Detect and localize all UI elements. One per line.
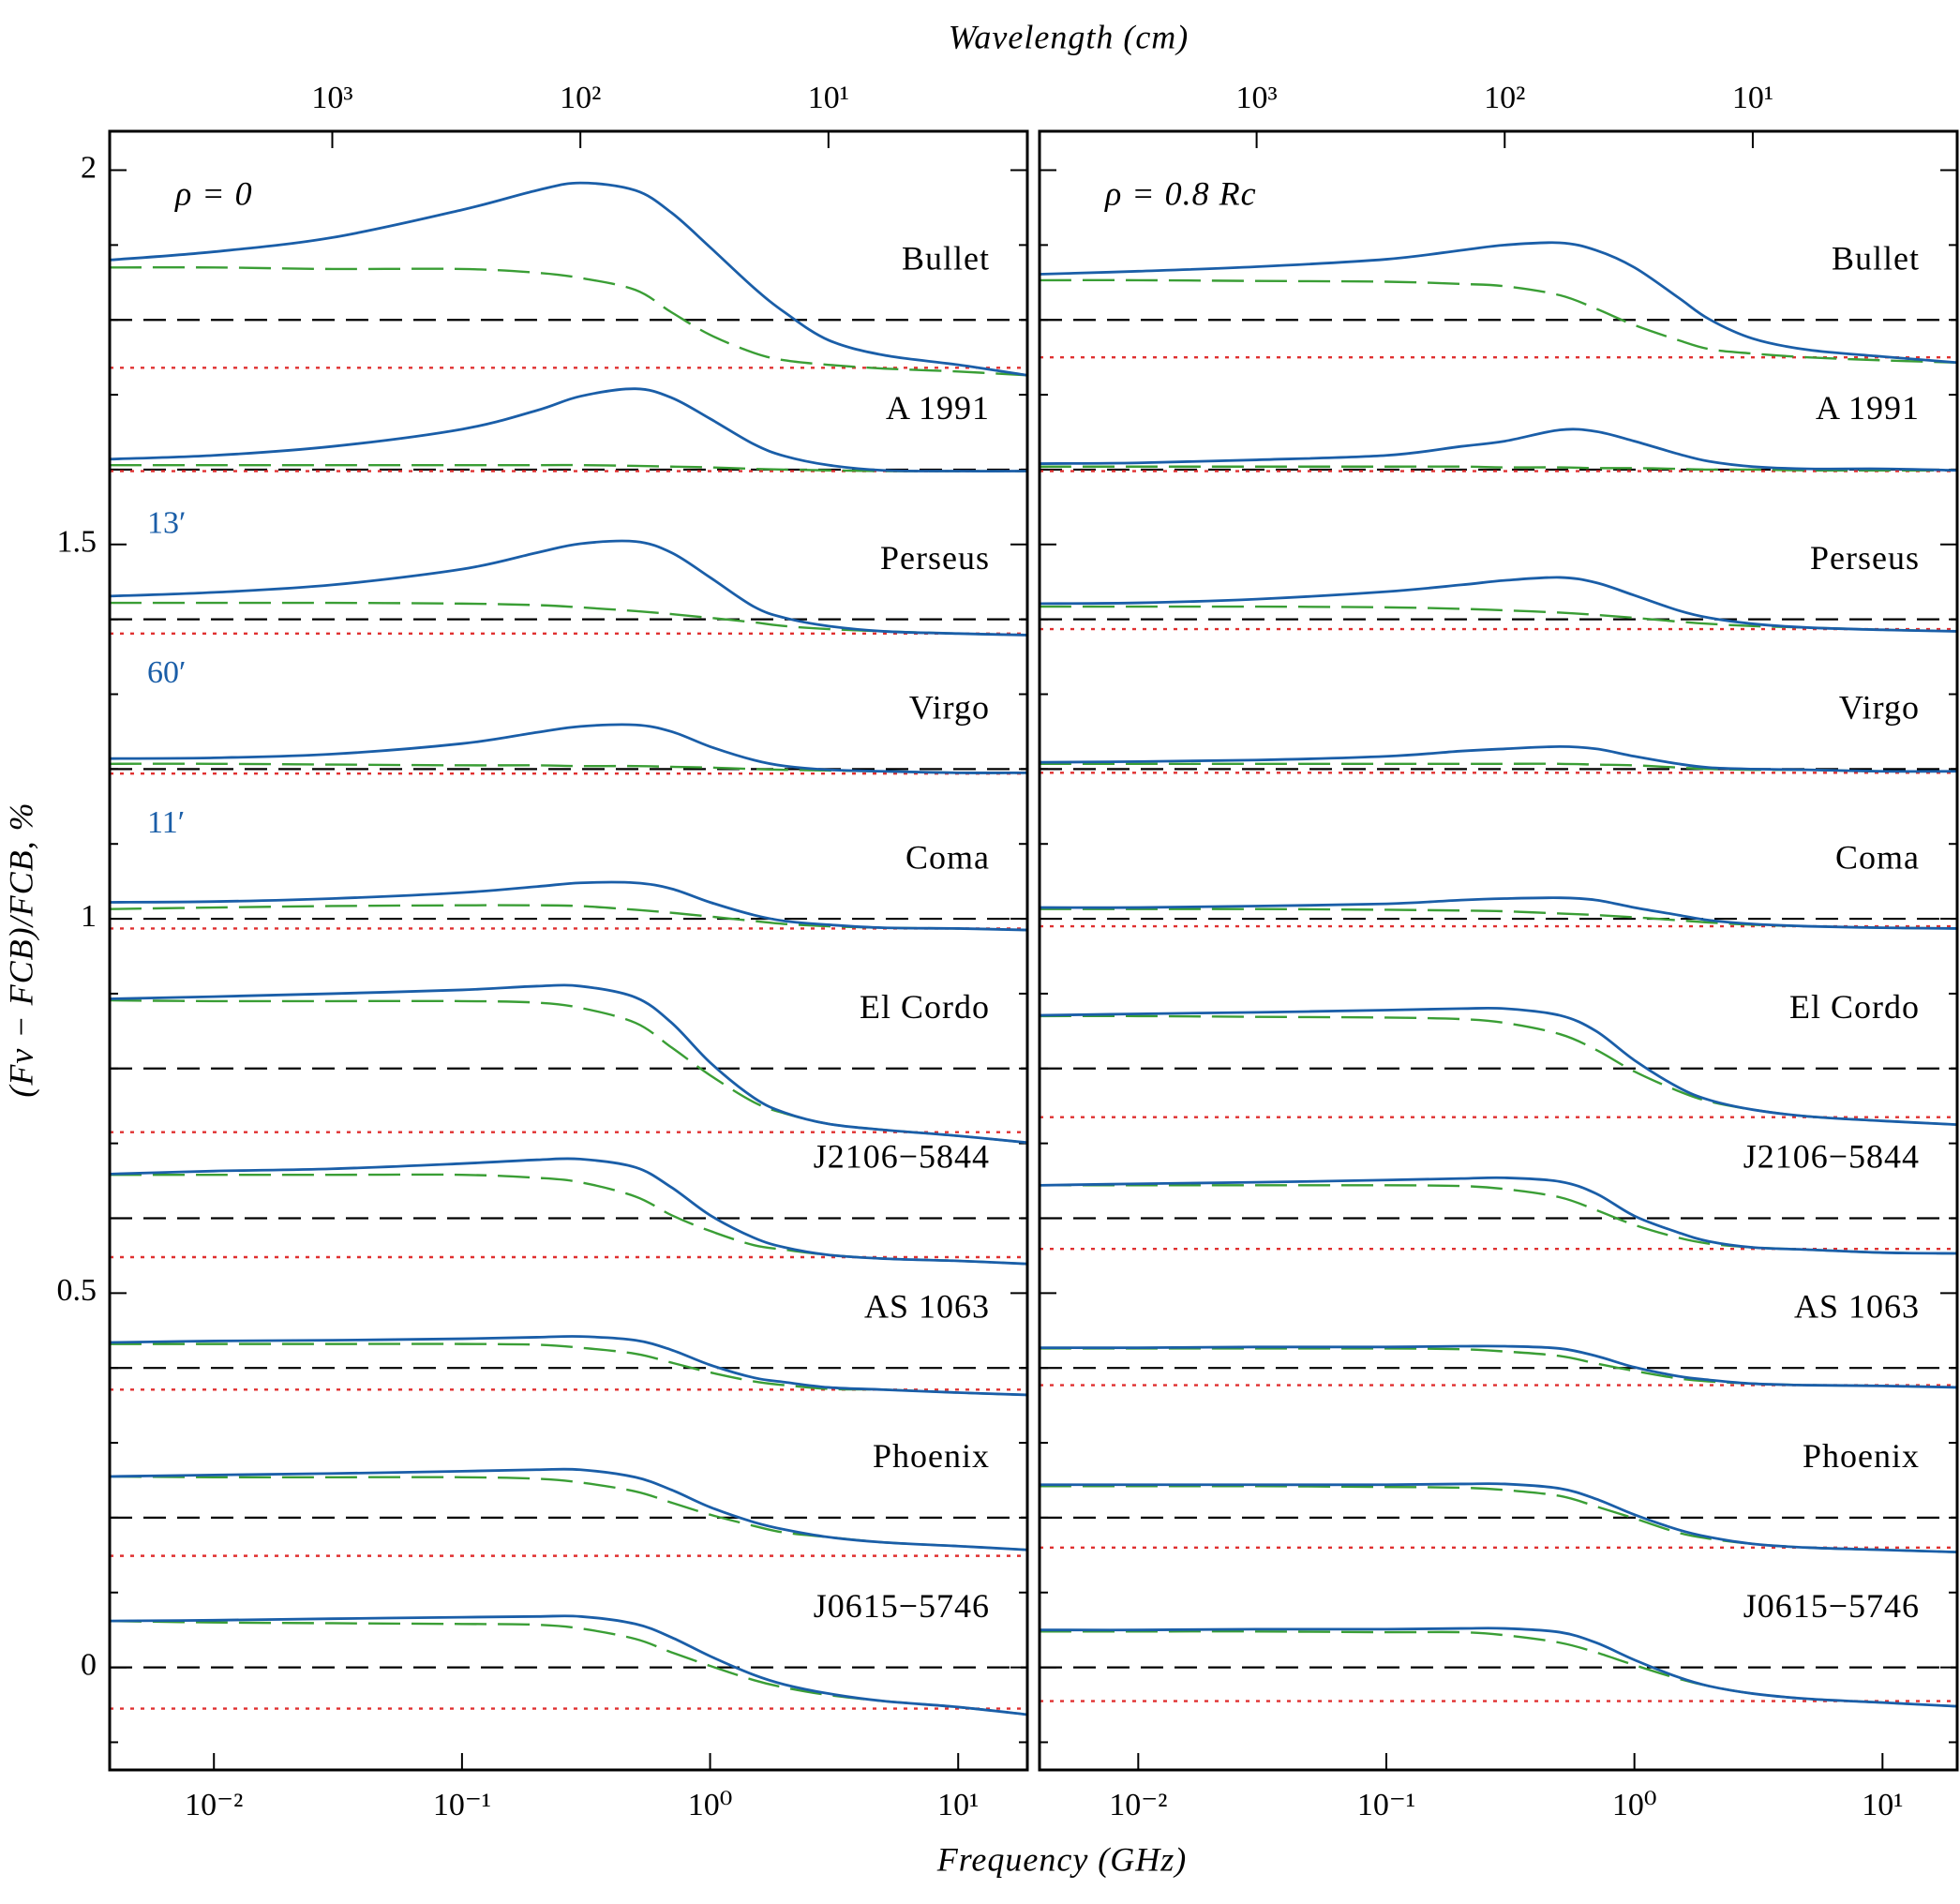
panel-annotation: ρ = 0 <box>174 174 253 212</box>
dashed-curve <box>1039 1014 1958 1126</box>
x-tick-label: 10⁻¹ <box>433 1788 491 1822</box>
y-tick-label: 0 <box>81 1647 97 1682</box>
panel-frame <box>1038 129 1959 1772</box>
cluster-name: Virgo <box>909 689 990 727</box>
dashed-curve <box>1039 278 1958 364</box>
dashed-curve <box>1040 1485 1958 1553</box>
cluster-name: J2106−5844 <box>1743 1138 1920 1176</box>
cluster-name: Perseus <box>1810 539 1920 577</box>
dashed-curve <box>1040 465 1957 472</box>
total-curve <box>1039 241 1958 365</box>
cluster-name: Phoenix <box>1803 1437 1920 1475</box>
cluster-name: AS 1063 <box>1794 1287 1920 1325</box>
total-curve <box>109 181 1028 377</box>
cluster-name: J0615−5746 <box>1743 1587 1920 1625</box>
total-curve <box>1040 1482 1958 1554</box>
dashed-curve <box>110 1342 1028 1397</box>
cluster-name: J2106−5844 <box>814 1138 990 1176</box>
total-curve <box>1039 896 1958 930</box>
total-curve <box>1039 1006 1958 1127</box>
x2-axis-title: Wavelength (cm) <box>949 18 1189 55</box>
cluster-name: Coma <box>905 838 990 876</box>
dashed-curve <box>109 904 1028 932</box>
total-curve <box>1039 1176 1958 1255</box>
cluster-name: AS 1063 <box>864 1287 990 1325</box>
total-curve <box>109 1614 1028 1717</box>
panel-frame <box>108 129 1029 1772</box>
x2-tick-label: 10² <box>1484 81 1525 115</box>
y-tick-label: 1.5 <box>57 525 97 560</box>
total-curve <box>1039 1627 1958 1708</box>
dashed-curve <box>1040 1184 1958 1255</box>
size-label: 60′ <box>147 655 186 690</box>
total-curve <box>109 1157 1028 1266</box>
total-curve <box>109 539 1028 637</box>
x2-tick-label: 10¹ <box>1732 81 1773 115</box>
total-curve <box>109 723 1028 774</box>
x-tick-label: 10⁰ <box>1612 1788 1657 1822</box>
x-axis-title: Frequency (GHz) <box>936 1840 1188 1878</box>
total-curve <box>109 983 1028 1145</box>
total-curve <box>1039 1344 1958 1389</box>
x-tick-label: 10¹ <box>1862 1788 1903 1822</box>
cluster-name: Phoenix <box>873 1437 990 1475</box>
cluster-name: A 1991 <box>886 389 990 427</box>
cluster-name: Coma <box>1835 838 1920 876</box>
total-curve <box>109 387 1028 472</box>
total-curve <box>1039 576 1958 633</box>
cluster-name: Virgo <box>1839 689 1920 727</box>
cluster-name: El Cordo <box>860 988 990 1026</box>
total-curve <box>109 1335 1028 1397</box>
dashed-curve <box>110 463 1027 472</box>
cluster-name: Bullet <box>1832 239 1920 277</box>
cluster-name: Perseus <box>880 539 990 577</box>
size-label: 11′ <box>147 805 185 840</box>
total-curve <box>1039 427 1958 472</box>
dashed-curve <box>1039 1630 1958 1708</box>
cluster-name: El Cordo <box>1789 988 1920 1026</box>
x-tick-label: 10⁻¹ <box>1357 1788 1415 1822</box>
x-tick-label: 10⁰ <box>688 1788 733 1822</box>
y-tick-label: 0.5 <box>57 1273 97 1308</box>
panel-annotation: ρ = 0.8 Rc <box>1104 174 1257 212</box>
dashed-curve <box>110 1173 1028 1266</box>
cluster-name: A 1991 <box>1816 389 1920 427</box>
x2-tick-label: 10³ <box>311 81 352 115</box>
x-tick-label: 10¹ <box>937 1788 979 1822</box>
dashed-curve <box>109 1475 1028 1552</box>
cluster-name: J0615−5746 <box>814 1587 990 1625</box>
x2-tick-label: 10² <box>560 81 601 115</box>
size-label: 13′ <box>147 505 186 540</box>
x2-tick-label: 10¹ <box>808 81 849 115</box>
dashed-curve <box>109 266 1028 377</box>
total-curve <box>1039 744 1958 773</box>
total-curve <box>109 880 1028 932</box>
y-tick-label: 1 <box>81 899 97 934</box>
cluster-name: Bullet <box>902 239 990 277</box>
y-tick-label: 2 <box>81 150 97 185</box>
x-tick-label: 10⁻² <box>185 1788 243 1822</box>
y-axis-title: (Fν − FCB)/FCB, % <box>2 802 39 1097</box>
x-tick-label: 10⁻² <box>1109 1788 1167 1822</box>
x2-tick-label: 10³ <box>1235 81 1277 115</box>
total-curve <box>109 1467 1028 1552</box>
